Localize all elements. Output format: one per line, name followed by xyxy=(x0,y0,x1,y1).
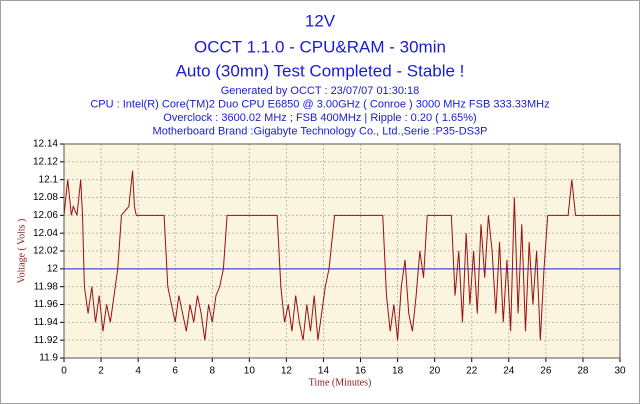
chart-subtitle: OCCT 1.1.0 - CPU&RAM - 30min xyxy=(194,37,446,56)
x-tick-label: 16 xyxy=(355,366,367,377)
y-tick-label: 11.96 xyxy=(34,299,59,310)
x-tick-label: 14 xyxy=(318,366,330,377)
y-tick-label: 12.04 xyxy=(33,228,58,239)
x-tick-label: 30 xyxy=(614,366,626,377)
voltage-line xyxy=(64,170,620,341)
x-tick-label: 6 xyxy=(172,366,178,377)
x-tick-label: 12 xyxy=(281,366,293,377)
info-line: Generated by OCCT : 23/07/07 01:30:18 xyxy=(221,85,420,97)
x-tick-label: 10 xyxy=(244,366,256,377)
info-line: Motherboard Brand :Gigabyte Technology C… xyxy=(153,125,488,137)
y-tick-label: 11.98 xyxy=(34,281,59,292)
y-tick-label: 12.1 xyxy=(39,174,59,185)
x-tick-label: 22 xyxy=(466,366,478,377)
y-tick-label: 11.92 xyxy=(34,335,59,346)
y-tick-label: 12.02 xyxy=(33,246,58,257)
x-tick-label: 4 xyxy=(135,366,141,377)
y-tick-label: 12 xyxy=(47,263,59,274)
y-tick-label: 12.06 xyxy=(33,210,58,221)
y-tick-label: 12.12 xyxy=(33,156,58,167)
x-tick-label: 26 xyxy=(540,366,552,377)
y-tick-label: 11.9 xyxy=(39,353,58,364)
x-axis-label: Time (Minutes) xyxy=(309,377,372,388)
x-tick-label: 28 xyxy=(577,366,589,377)
plot-border xyxy=(63,143,621,359)
y-tick-label: 12.14 xyxy=(33,139,58,150)
info-line: CPU : Intel(R) Core(TM)2 Duo CPU E6850 @… xyxy=(90,98,549,110)
x-tick-label: 18 xyxy=(392,366,404,377)
y-tick-label: 12.08 xyxy=(33,192,58,203)
y-axis-label: Voltage ( Volts ) xyxy=(16,219,27,284)
info-line: Overclock : 3600.02 MHz ; FSB 400MHz | R… xyxy=(163,112,476,124)
x-tick-label: 24 xyxy=(503,366,515,377)
chart-title: 12V xyxy=(305,11,336,30)
x-tick-label: 2 xyxy=(98,366,104,377)
y-tick-label: 11.94 xyxy=(34,317,59,328)
status: Auto (30mn) Test Completed - Stable ! xyxy=(176,61,465,80)
x-tick-label: 8 xyxy=(209,366,215,377)
x-tick-label: 0 xyxy=(61,366,67,377)
x-tick-label: 20 xyxy=(429,366,441,377)
